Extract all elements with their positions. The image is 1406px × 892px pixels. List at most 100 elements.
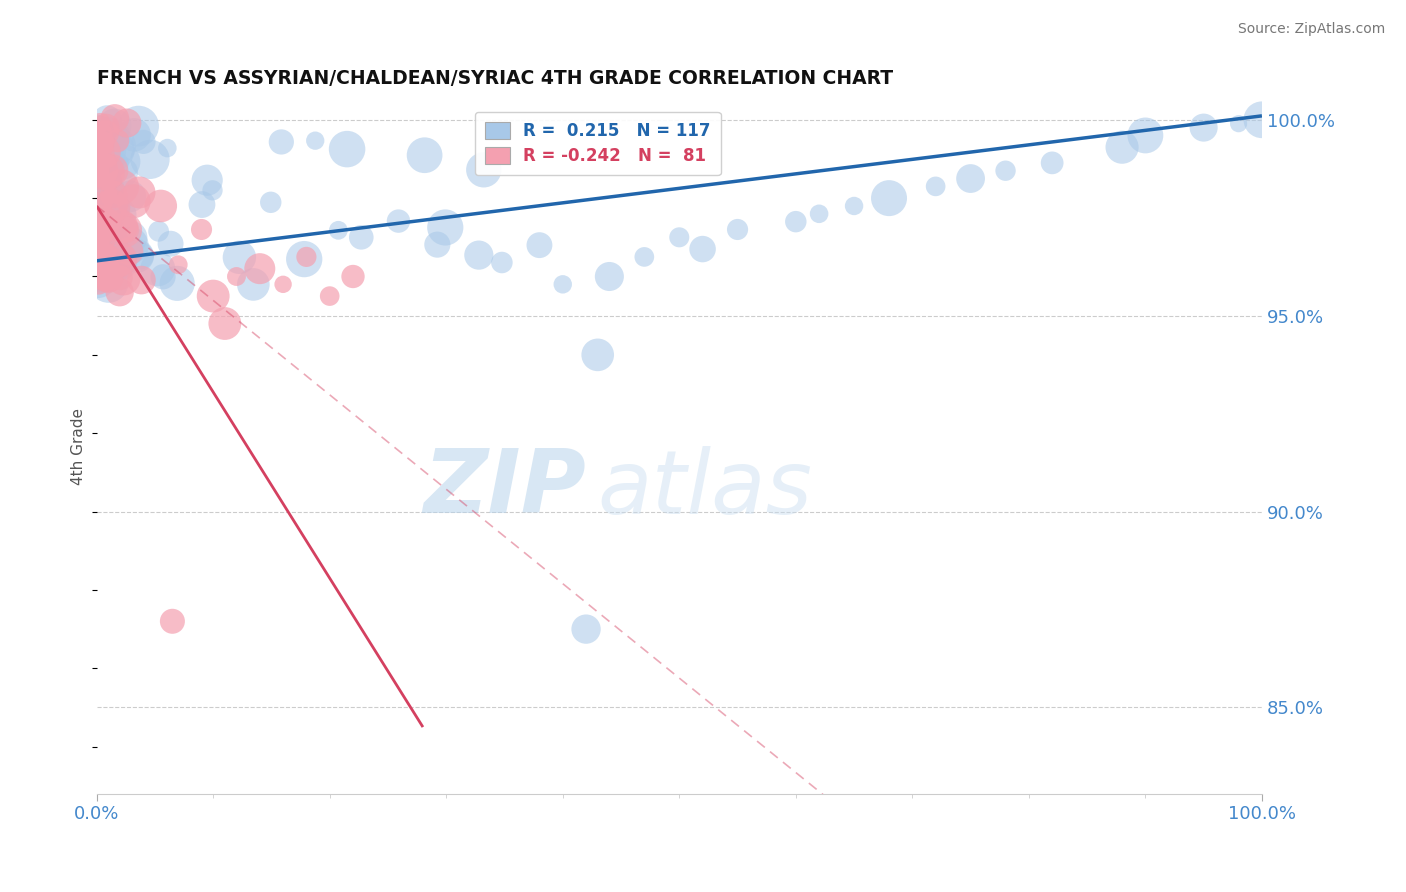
Point: [529, 238, 551, 252]
Point: [89, 116, 111, 130]
Point: [225, 269, 247, 284]
Point: [101, 250, 124, 264]
Point: [139, 153, 162, 167]
Point: [91, 175, 114, 189]
Point: [87, 223, 110, 237]
Point: [668, 230, 690, 244]
Y-axis label: 4th Grade: 4th Grade: [72, 409, 86, 485]
Point: [94, 217, 117, 231]
Point: [120, 231, 142, 245]
Point: [97, 129, 120, 144]
Point: [413, 148, 436, 162]
Point: [959, 171, 981, 186]
Point: [318, 289, 340, 303]
Point: [93, 225, 115, 239]
Point: [598, 269, 620, 284]
Point: [304, 134, 326, 148]
Point: [90, 222, 112, 236]
Point: [104, 112, 127, 126]
Point: [295, 250, 318, 264]
Point: [201, 183, 224, 197]
Point: [108, 252, 131, 267]
Point: [118, 238, 141, 252]
Point: [103, 119, 125, 133]
Point: [104, 199, 127, 213]
Point: [114, 222, 136, 236]
Point: [90, 249, 112, 263]
Point: [87, 226, 110, 240]
Text: ZIP: ZIP: [423, 445, 586, 532]
Point: [110, 180, 132, 194]
Point: [132, 135, 155, 149]
Point: [90, 195, 112, 210]
Point: [94, 199, 117, 213]
Point: [103, 231, 125, 245]
Point: [118, 244, 141, 259]
Point: [190, 222, 212, 236]
Point: [107, 255, 129, 269]
Point: [110, 260, 132, 274]
Point: [89, 166, 111, 180]
Point: [96, 195, 118, 210]
Point: [87, 163, 110, 178]
Point: [87, 146, 110, 161]
Point: [128, 119, 150, 133]
Point: [96, 275, 118, 289]
Point: [162, 615, 184, 629]
Point: [89, 141, 111, 155]
Point: [100, 198, 122, 212]
Point: [877, 191, 900, 205]
Point: [692, 242, 714, 256]
Point: [91, 186, 114, 201]
Point: [97, 250, 120, 264]
Point: [87, 276, 110, 290]
Point: [93, 239, 115, 253]
Point: [120, 189, 142, 203]
Point: [90, 222, 112, 236]
Point: [785, 214, 807, 228]
Point: [110, 219, 132, 234]
Point: [97, 215, 120, 229]
Point: [149, 199, 172, 213]
Point: [89, 244, 111, 258]
Point: [100, 249, 122, 263]
Point: [426, 237, 449, 252]
Point: [1192, 120, 1215, 135]
Point: [87, 187, 110, 202]
Point: [727, 222, 749, 236]
Point: [994, 163, 1017, 178]
Point: [89, 172, 111, 186]
Point: [148, 224, 170, 238]
Point: [87, 219, 110, 234]
Point: [89, 200, 111, 214]
Point: [103, 187, 125, 202]
Point: [105, 201, 128, 215]
Point: [110, 270, 132, 285]
Point: [89, 218, 111, 232]
Point: [104, 255, 127, 269]
Point: [842, 199, 865, 213]
Point: [93, 256, 115, 270]
Point: [242, 277, 264, 292]
Point: [98, 202, 121, 217]
Point: [90, 206, 112, 220]
Point: [191, 197, 214, 211]
Legend: R =  0.215   N = 117, R = -0.242   N =  81: R = 0.215 N = 117, R = -0.242 N = 81: [475, 112, 721, 175]
Point: [249, 261, 271, 276]
Point: [87, 147, 110, 161]
Point: [1040, 156, 1063, 170]
Text: atlas: atlas: [598, 445, 813, 532]
Point: [94, 166, 117, 180]
Point: [129, 249, 152, 263]
Point: [91, 215, 114, 229]
Point: [108, 285, 131, 300]
Point: [342, 269, 364, 284]
Point: [350, 230, 373, 244]
Point: [468, 248, 491, 262]
Point: [152, 269, 174, 284]
Point: [586, 348, 609, 362]
Point: [575, 622, 598, 636]
Point: [87, 197, 110, 211]
Point: [122, 128, 145, 142]
Point: [96, 254, 118, 268]
